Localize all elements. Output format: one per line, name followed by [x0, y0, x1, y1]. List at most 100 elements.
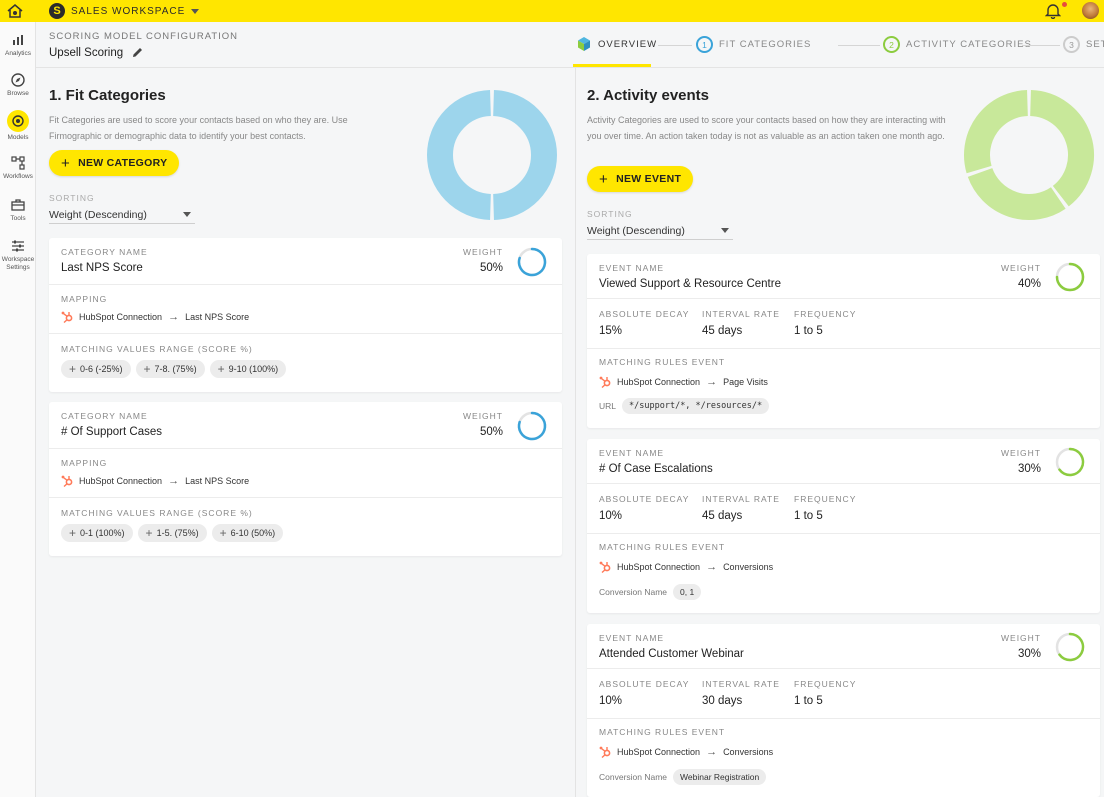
- donut-segment: [492, 90, 557, 220]
- field-label: MAPPING: [61, 458, 108, 468]
- step-label: FIT CATEGORIES: [719, 39, 812, 50]
- field-label: ABSOLUTE DECAY: [599, 679, 690, 689]
- frequency-value: 1 to 5: [794, 325, 823, 337]
- event-card[interactable]: EVENT NAME Attended Customer Webinar WEI…: [587, 624, 1100, 797]
- sorting-label: SORTING: [49, 193, 95, 203]
- fit-donut-chart: [427, 90, 557, 220]
- sidebar: Analytics Browse Models Workflows Tools …: [0, 22, 36, 797]
- workflow-icon: [10, 155, 26, 171]
- weight-ring: [1055, 632, 1085, 662]
- plus-icon: +: [143, 362, 151, 376]
- filter-value-chip[interactable]: */support/*, */resources/*: [622, 398, 770, 414]
- sorting-select[interactable]: Weight (Descending): [587, 222, 733, 240]
- frequency-value: 1 to 5: [794, 510, 823, 522]
- chevron-down-icon: [721, 228, 729, 233]
- range-chip[interactable]: +6-10 (50%): [211, 524, 284, 542]
- sidebar-item-analytics[interactable]: Analytics: [0, 32, 36, 58]
- field-label: MATCHING RULES EVENT: [599, 727, 726, 737]
- sorting-select[interactable]: Weight (Descending): [49, 206, 195, 224]
- chevron-down-icon: [191, 8, 200, 14]
- decay-row: ABSOLUTE DECAY 15% INTERVAL RATE 45 days…: [587, 299, 1100, 349]
- tab-activity-categories[interactable]: 2 ACTIVITY CATEGORIES: [883, 36, 1032, 53]
- fit-category-card[interactable]: CATEGORY NAME Last NPS Score WEIGHT 50% …: [49, 238, 562, 392]
- weight-label: WEIGHT: [1001, 263, 1041, 273]
- event-name: # Of Case Escalations: [599, 463, 713, 475]
- cube-icon: [578, 37, 590, 51]
- event-card[interactable]: EVENT NAME Viewed Support & Resource Cen…: [587, 254, 1100, 428]
- target-event: Conversions: [723, 562, 774, 572]
- model-name: Upsell Scoring: [49, 46, 124, 59]
- button-label: NEW CATEGORY: [78, 157, 168, 169]
- plus-icon: +: [599, 170, 609, 188]
- plus-icon: +: [145, 526, 153, 540]
- field-label: MATCHING VALUES RANGE (SCORE %): [61, 344, 253, 354]
- range-chip[interactable]: +7-8. (75%): [135, 360, 205, 378]
- workspace-logo-icon: S: [49, 3, 65, 19]
- fit-description: Fit Categories are used to score your co…: [49, 115, 348, 141]
- sidebar-item-models[interactable]: Models: [0, 110, 36, 142]
- edit-pencil-icon[interactable]: [131, 46, 144, 59]
- weight-label: WEIGHT: [463, 411, 503, 421]
- range-value: 7-8. (75%): [154, 364, 197, 374]
- tab-overview[interactable]: OVERVIEW: [576, 36, 657, 52]
- source-name: HubSpot Connection: [617, 747, 701, 757]
- field-label: ABSOLUTE DECAY: [599, 494, 690, 504]
- range-chip[interactable]: +9-10 (100%): [209, 360, 287, 378]
- step-label: OVERVIEW: [598, 38, 658, 50]
- plus-icon: +: [61, 154, 71, 172]
- card-header-row: CATEGORY NAME # Of Support Cases WEIGHT …: [49, 402, 562, 449]
- hubspot-icon: [599, 746, 611, 758]
- sidebar-item-workspace-settings[interactable]: Workspace Settings: [0, 238, 36, 272]
- category-name: Last NPS Score: [61, 262, 143, 274]
- decay-row: ABSOLUTE DECAY 10% INTERVAL RATE 30 days…: [587, 669, 1100, 719]
- event-name: Attended Customer Webinar: [599, 648, 744, 660]
- range-chip[interactable]: +0-6 (-25%): [61, 360, 131, 378]
- tab-settings[interactable]: 3 SETTINGS: [1063, 36, 1104, 53]
- sidebar-item-label: Workspace Settings: [1, 256, 35, 271]
- home-icon[interactable]: [6, 2, 24, 20]
- field-label: INTERVAL RATE: [702, 494, 780, 504]
- filter-value-chip[interactable]: Webinar Registration: [673, 769, 767, 785]
- new-event-button[interactable]: + NEW EVENT: [587, 166, 694, 192]
- chevron-down-icon: [183, 212, 191, 217]
- field-label: ABSOLUTE DECAY: [599, 309, 690, 319]
- weight-value: 30%: [1017, 648, 1041, 660]
- sliders-icon: [10, 238, 26, 254]
- target-field: Last NPS Score: [185, 312, 250, 322]
- fit-category-card[interactable]: CATEGORY NAME # Of Support Cases WEIGHT …: [49, 402, 562, 556]
- tab-fit-categories[interactable]: 1 FIT CATEGORIES: [696, 36, 811, 53]
- config-header: SCORING MODEL CONFIGURATION Upsell Scori…: [36, 22, 1104, 68]
- sidebar-item-label: Analytics: [4, 50, 31, 57]
- bar-chart-icon: [10, 32, 26, 48]
- range-value: 1-5. (75%): [156, 528, 199, 538]
- range-chip[interactable]: +0-1 (100%): [61, 524, 133, 542]
- weight-value: 50%: [479, 426, 503, 438]
- notification-badge: [1062, 2, 1067, 7]
- range-value: 0-1 (100%): [80, 528, 125, 538]
- filter-value-chip[interactable]: 0, 1: [673, 584, 702, 600]
- column-divider: [575, 68, 576, 797]
- workspace-switcher[interactable]: S SALES WORKSPACE: [49, 2, 200, 20]
- bell-icon[interactable]: [1045, 2, 1061, 19]
- sidebar-item-tools[interactable]: Tools: [0, 197, 36, 223]
- sidebar-item-browse[interactable]: Browse: [0, 72, 36, 98]
- hubspot-icon: [599, 561, 611, 573]
- filter-key: Conversion Name: [599, 587, 668, 597]
- range-chip[interactable]: +1-5. (75%): [137, 524, 207, 542]
- mapping: HubSpot Connection → Conversions: [599, 746, 773, 758]
- event-name: Viewed Support & Resource Centre: [599, 278, 781, 290]
- event-card[interactable]: EVENT NAME # Of Case Escalations WEIGHT …: [587, 439, 1100, 613]
- source-name: HubSpot Connection: [617, 562, 701, 572]
- range-chips: +0-1 (100%) +1-5. (75%) +6-10 (50%): [61, 524, 284, 542]
- sidebar-item-workflows[interactable]: Workflows: [0, 155, 36, 181]
- new-category-button[interactable]: + NEW CATEGORY: [49, 150, 180, 176]
- toolbox-icon: [10, 197, 26, 213]
- avatar[interactable]: [1082, 2, 1099, 19]
- field-label: EVENT NAME: [599, 448, 665, 458]
- filter-key: Conversion Name: [599, 772, 668, 782]
- button-label: NEW EVENT: [616, 173, 682, 185]
- field-label: EVENT NAME: [599, 263, 665, 273]
- top-bar: S SALES WORKSPACE: [0, 0, 1104, 22]
- range-chips: +0-6 (-25%) +7-8. (75%) +9-10 (100%): [61, 360, 287, 378]
- compass-icon: [10, 72, 26, 88]
